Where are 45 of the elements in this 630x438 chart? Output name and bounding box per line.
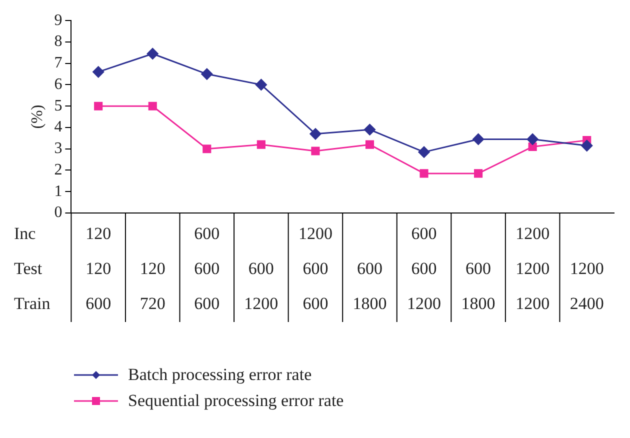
x-tick-label: 600 1800 [352,258,387,313]
y-tick-label: 1 [54,182,62,200]
x-tick-label: 1200 2400 [570,258,604,313]
point [146,48,158,60]
y-tick-label: 5 [54,97,62,114]
legend-label: Batch processing error rate [128,365,312,385]
y-tick-label: 3 [54,140,62,158]
text: Test [14,258,42,278]
x-tick-label: 600 1800 [461,258,496,313]
point [420,169,428,178]
x-tick-label: 600 1200 [244,258,278,313]
point [472,133,484,145]
text: Train [14,294,51,313]
point [418,146,430,158]
point [526,133,538,145]
point [148,102,157,110]
y-tick-label: 6 [54,76,62,93]
point [528,142,537,152]
y-tick-label: 0 [54,204,62,222]
y-tick-label: 2 [54,161,62,178]
point [310,128,322,140]
x-tick-label: 1200 1200 1200 [516,224,550,313]
point [311,146,320,156]
legend-label: Sequential processing error rate [128,391,344,411]
point [92,66,104,78]
y-axis-title: (%) [28,104,46,129]
point [474,169,483,178]
point [256,140,266,149]
point [581,140,593,152]
y-tick-label: 4 [54,118,62,136]
point [202,144,212,154]
y-tick-label: 8 [54,33,62,50]
point [365,140,374,149]
point [94,102,103,110]
y-tick-label: 7 [54,54,62,72]
text: Inc [14,224,36,243]
x-tick-label: 1200 600 600 [298,224,332,313]
x-tick-label: 120 120 600 [86,224,112,313]
point [201,68,213,80]
point [255,78,267,90]
y-tick-label: 9 [54,12,62,29]
x-tick-label: 120 720 [140,258,166,313]
point [364,124,376,136]
x-tick-label: 600 600 600 [194,224,220,313]
x-tick-label: 600 600 1200 [407,224,442,313]
